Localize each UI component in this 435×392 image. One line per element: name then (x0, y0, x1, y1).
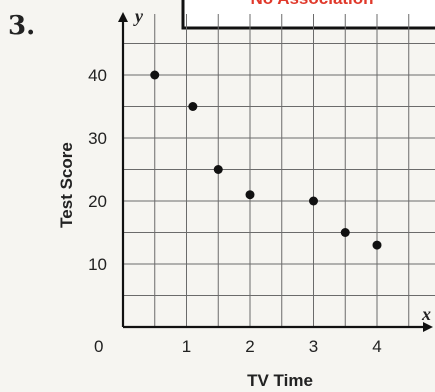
y-axis-letter: y (133, 6, 144, 26)
tick-labels: 1 2 3 4 10 20 30 40 (88, 66, 382, 356)
banner-label: No Association (250, 0, 373, 8)
grid (123, 14, 435, 327)
y-tick-label: 40 (88, 66, 107, 85)
y-axis-arrow (118, 12, 128, 22)
x-tick-label: 3 (309, 337, 318, 356)
y-axis-title: Test Score (57, 142, 76, 228)
data-points (150, 70, 382, 250)
x-tick-label: 2 (245, 337, 254, 356)
y-tick-label: 20 (88, 192, 107, 211)
origin-label: 0 (94, 337, 103, 356)
data-point (372, 240, 382, 250)
x-axis-letter: x (421, 304, 431, 324)
data-point (309, 196, 318, 206)
data-point (340, 228, 350, 237)
y-tick-label: 30 (88, 129, 107, 148)
axes (118, 12, 433, 332)
data-point (245, 190, 255, 200)
x-tick-label: 1 (182, 337, 191, 356)
x-axis-arrow (423, 322, 433, 332)
data-point (150, 70, 160, 80)
data-point (213, 165, 223, 174)
x-axis-title: TV Time (247, 371, 313, 390)
data-point (188, 102, 198, 111)
problem-number: 3. (8, 11, 35, 41)
association-banner: No Association (181, 0, 435, 30)
y-tick-label: 10 (88, 255, 107, 274)
x-tick-label: 4 (372, 337, 381, 356)
